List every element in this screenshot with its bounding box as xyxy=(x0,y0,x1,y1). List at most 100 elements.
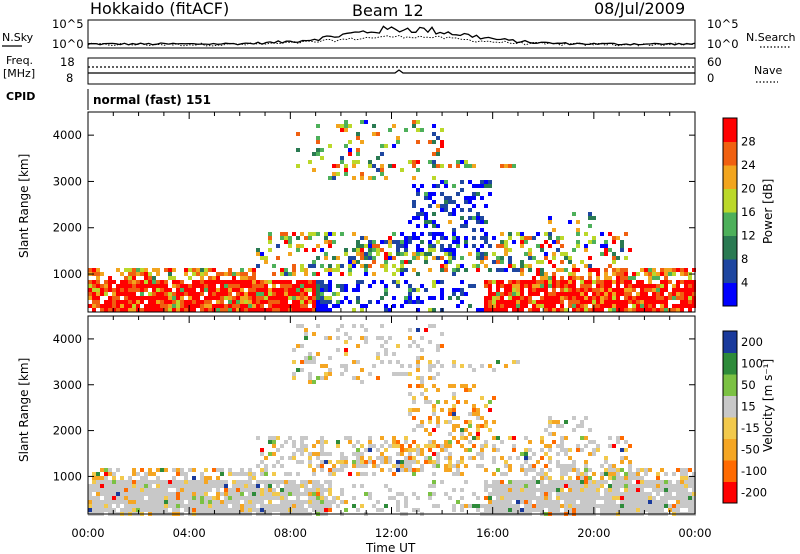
velocity-cell xyxy=(104,472,108,476)
velocity-cell xyxy=(676,484,680,488)
power-cell xyxy=(248,300,252,304)
power-cell xyxy=(348,148,352,152)
velocity-cell xyxy=(324,500,328,504)
power-cell xyxy=(344,284,348,288)
power-cell xyxy=(240,292,244,296)
power-cell xyxy=(532,280,536,284)
velocity-cell xyxy=(248,484,252,488)
power-cell xyxy=(184,288,188,292)
velocity-cell xyxy=(452,384,456,388)
velocity-cell xyxy=(496,500,500,504)
velocity-cell xyxy=(512,360,516,364)
power-cell xyxy=(668,268,672,272)
y-tick-label: 3000 xyxy=(53,174,82,188)
power-cell xyxy=(432,224,436,228)
power-cell xyxy=(656,284,660,288)
power-cell xyxy=(104,284,108,288)
velocity-cell xyxy=(684,480,688,484)
velocity-cell xyxy=(500,508,504,512)
velocity-cell xyxy=(640,476,644,480)
velocity-cell xyxy=(476,428,480,432)
velocity-cell xyxy=(568,504,572,508)
velocity-cell xyxy=(688,476,692,480)
velocity-cell xyxy=(172,504,176,508)
velocity-cell xyxy=(216,492,220,496)
velocity-cell xyxy=(300,324,304,328)
velocity-cell xyxy=(404,496,408,500)
power-cell xyxy=(320,248,324,252)
velocity-cell xyxy=(536,480,540,484)
velocity-cell xyxy=(268,452,272,456)
velocity-cell xyxy=(468,504,472,508)
velocity-cell xyxy=(484,404,488,408)
power-cell xyxy=(520,232,524,236)
velocity-cell xyxy=(184,488,188,492)
power-cell xyxy=(208,268,212,272)
power-cell xyxy=(496,268,500,272)
power-cell xyxy=(412,256,416,260)
power-cell xyxy=(616,284,620,288)
power-cell xyxy=(548,216,552,220)
power-cell xyxy=(624,272,628,276)
velocity-cell xyxy=(172,476,176,480)
power-cell xyxy=(472,236,476,240)
colorbar-swatch xyxy=(723,282,737,307)
power-cell xyxy=(544,280,548,284)
power-cell xyxy=(568,284,572,288)
power-cell xyxy=(192,280,196,284)
power-cell xyxy=(404,252,408,256)
power-cell xyxy=(412,120,416,124)
velocity-cell xyxy=(124,500,128,504)
velocity-cell xyxy=(564,472,568,476)
velocity-cell xyxy=(448,452,452,456)
velocity-cell xyxy=(420,468,424,472)
power-cell xyxy=(536,304,540,308)
velocity-cell xyxy=(544,500,548,504)
velocity-cell xyxy=(564,500,568,504)
velocity-cell xyxy=(288,492,292,496)
velocity-cell xyxy=(584,504,588,508)
power-cell xyxy=(544,240,548,244)
velocity-cell xyxy=(328,468,332,472)
power-cell xyxy=(600,292,604,296)
velocity-cell xyxy=(464,436,468,440)
power-cell xyxy=(592,216,596,220)
velocity-cell xyxy=(356,440,360,444)
power-cell xyxy=(372,260,376,264)
velocity-cell xyxy=(360,484,364,488)
velocity-cell xyxy=(356,448,360,452)
power-cell xyxy=(240,272,244,276)
power-cell xyxy=(136,300,140,304)
velocity-cell xyxy=(148,480,152,484)
velocity-cell xyxy=(416,444,420,448)
power-cell xyxy=(628,280,632,284)
power-cell xyxy=(208,276,212,280)
velocity-cell xyxy=(560,496,564,500)
power-cell xyxy=(556,300,560,304)
power-cell xyxy=(236,272,240,276)
velocity-cell xyxy=(180,468,184,472)
power-cell xyxy=(420,128,424,132)
velocity-cell xyxy=(448,464,452,468)
velocity-cell xyxy=(436,400,440,404)
velocity-cell xyxy=(492,472,496,476)
power-cell xyxy=(672,284,676,288)
velocity-cell xyxy=(420,376,424,380)
power-cell xyxy=(548,232,552,236)
power-cell xyxy=(216,292,220,296)
velocity-cell xyxy=(428,496,432,500)
velocity-cell xyxy=(320,484,324,488)
velocity-cell xyxy=(96,492,100,496)
power-cell xyxy=(324,252,328,256)
velocity-cell xyxy=(208,480,212,484)
power-cell xyxy=(360,120,364,124)
velocity-cell xyxy=(292,492,296,496)
velocity-cell xyxy=(568,508,572,512)
power-cell xyxy=(420,184,424,188)
velocity-cell xyxy=(564,420,568,424)
velocity-cell xyxy=(600,496,604,500)
power-cell xyxy=(344,124,348,128)
power-cell xyxy=(128,296,132,300)
power-cell xyxy=(348,256,352,260)
